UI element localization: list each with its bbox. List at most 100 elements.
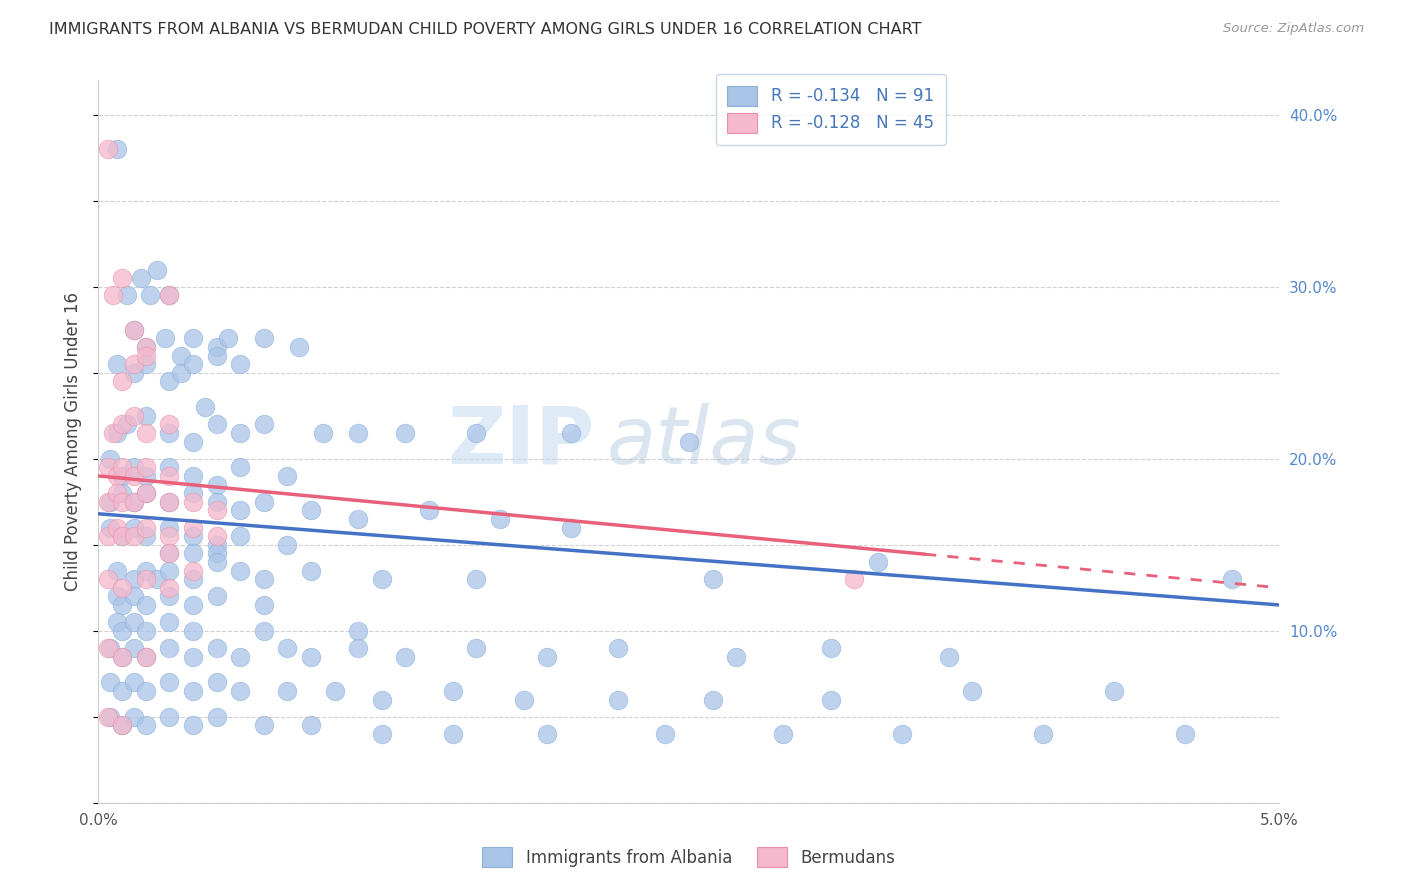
Point [371,727,394,741]
Point [844,572,866,586]
Point [111,529,134,543]
Point [135,564,157,578]
Point [122,675,145,690]
Point [229,529,252,543]
Point [181,434,204,449]
Point [1174,727,1197,741]
Point [146,262,169,277]
Point [772,727,794,741]
Point [98,675,121,690]
Point [135,409,157,423]
Point [394,649,416,664]
Point [1032,727,1054,741]
Point [115,417,138,432]
Point [122,469,145,483]
Point [157,615,180,630]
Point [347,640,370,655]
Point [229,460,252,475]
Point [607,640,630,655]
Point [105,486,128,500]
Text: ZIP: ZIP [447,402,595,481]
Point [97,710,120,724]
Point [371,572,394,586]
Point [105,142,128,156]
Point [122,366,145,380]
Point [98,494,121,508]
Point [157,529,180,543]
Point [276,469,298,483]
Point [98,640,121,655]
Point [135,425,157,440]
Point [536,727,558,741]
Point [536,649,558,664]
Point [181,546,204,560]
Point [229,357,252,371]
Point [122,494,145,508]
Point [146,572,169,586]
Point [820,640,842,655]
Point [441,727,464,741]
Point [205,710,228,724]
Point [276,684,298,698]
Point [122,572,145,586]
Point [135,684,157,698]
Point [105,615,128,630]
Point [111,598,134,612]
Point [560,425,582,440]
Point [489,512,512,526]
Point [229,649,252,664]
Point [205,340,228,354]
Point [135,718,157,732]
Point [205,590,228,604]
Point [111,624,134,638]
Point [702,572,724,586]
Point [97,494,120,508]
Point [97,529,120,543]
Point [135,340,157,354]
Point [111,417,134,432]
Point [181,649,204,664]
Point [253,331,276,345]
Point [157,546,180,560]
Point [654,727,676,741]
Point [135,460,157,475]
Point [299,649,322,664]
Legend: Immigrants from Albania, Bermudans: Immigrants from Albania, Bermudans [475,840,903,874]
Point [111,718,134,732]
Point [205,477,228,491]
Point [181,494,204,508]
Point [122,615,145,630]
Point [312,425,335,440]
Point [105,520,128,534]
Point [441,684,464,698]
Point [253,598,276,612]
Point [135,520,157,534]
Point [205,529,228,543]
Point [229,564,252,578]
Point [122,494,145,508]
Point [253,494,276,508]
Point [105,564,128,578]
Point [157,460,180,475]
Point [157,581,180,595]
Point [157,425,180,440]
Point [276,640,298,655]
Point [157,546,180,560]
Point [101,288,124,302]
Point [111,271,134,285]
Point [418,503,440,517]
Point [157,520,180,534]
Point [135,624,157,638]
Point [194,400,217,414]
Point [157,288,180,302]
Point [253,417,276,432]
Point [135,529,157,543]
Point [181,718,204,732]
Point [122,357,145,371]
Point [205,546,228,560]
Point [725,649,748,664]
Point [157,417,180,432]
Point [105,590,128,604]
Point [122,520,145,534]
Point [122,640,145,655]
